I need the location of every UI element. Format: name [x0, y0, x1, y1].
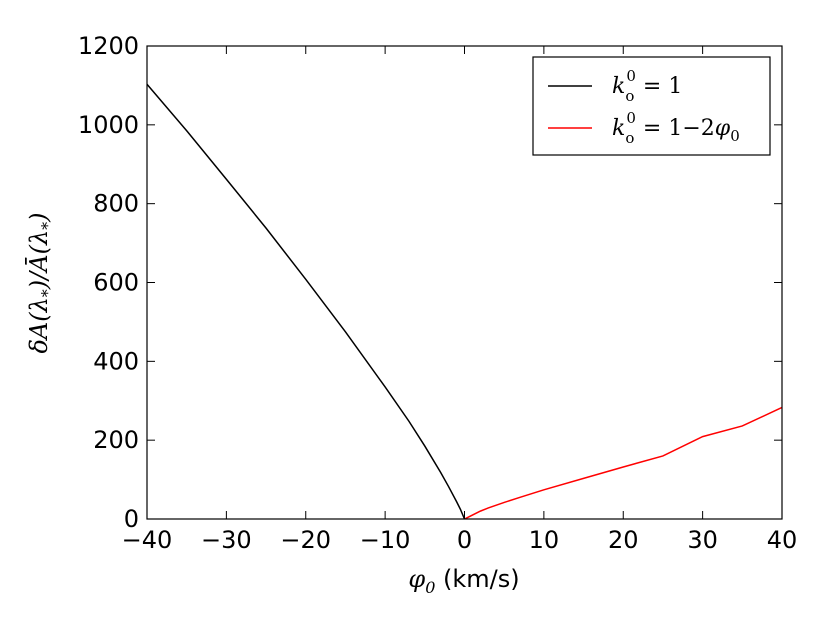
y-axis-label: δA(λ*)/Ā(λ*) [25, 212, 57, 353]
x-tick-label: −40 [122, 526, 173, 554]
series-line-2 [464, 406, 783, 520]
x-tick-label: 40 [767, 526, 798, 554]
legend-entry-1: ko0 = 1 [612, 67, 682, 105]
legend-entry-2: ko0 = 1−2φ0 [612, 109, 740, 147]
legend: ko0 = 1 ko0 = 1−2φ0 [532, 56, 771, 156]
series-line-1 [146, 83, 466, 520]
x-tick-label: −20 [280, 526, 331, 554]
y-tick-label: 400 [93, 347, 139, 375]
y-tick-label: 1200 [78, 32, 139, 60]
x-tick-label: −30 [201, 526, 252, 554]
x-tick-label: 30 [687, 526, 718, 554]
x-axis-label: φ0 (km/s) [408, 565, 519, 597]
y-axis-ticks: 0 200 400 600 800 1000 1200 [78, 32, 782, 533]
x-tick-label: 20 [608, 526, 639, 554]
x-tick-label: −10 [360, 526, 411, 554]
y-tick-label: 600 [93, 269, 139, 297]
y-tick-label: 200 [93, 426, 139, 454]
plot-lines [146, 83, 783, 520]
legend-box [532, 56, 771, 156]
y-tick-label: 1000 [78, 111, 139, 139]
y-tick-label: 0 [124, 505, 139, 533]
x-axis-ticks: −40 −30 −20 −10 0 10 20 30 40 [122, 46, 798, 554]
x-tick-label: 0 [457, 526, 472, 554]
x-tick-label: 10 [529, 526, 560, 554]
y-tick-label: 800 [93, 190, 139, 218]
